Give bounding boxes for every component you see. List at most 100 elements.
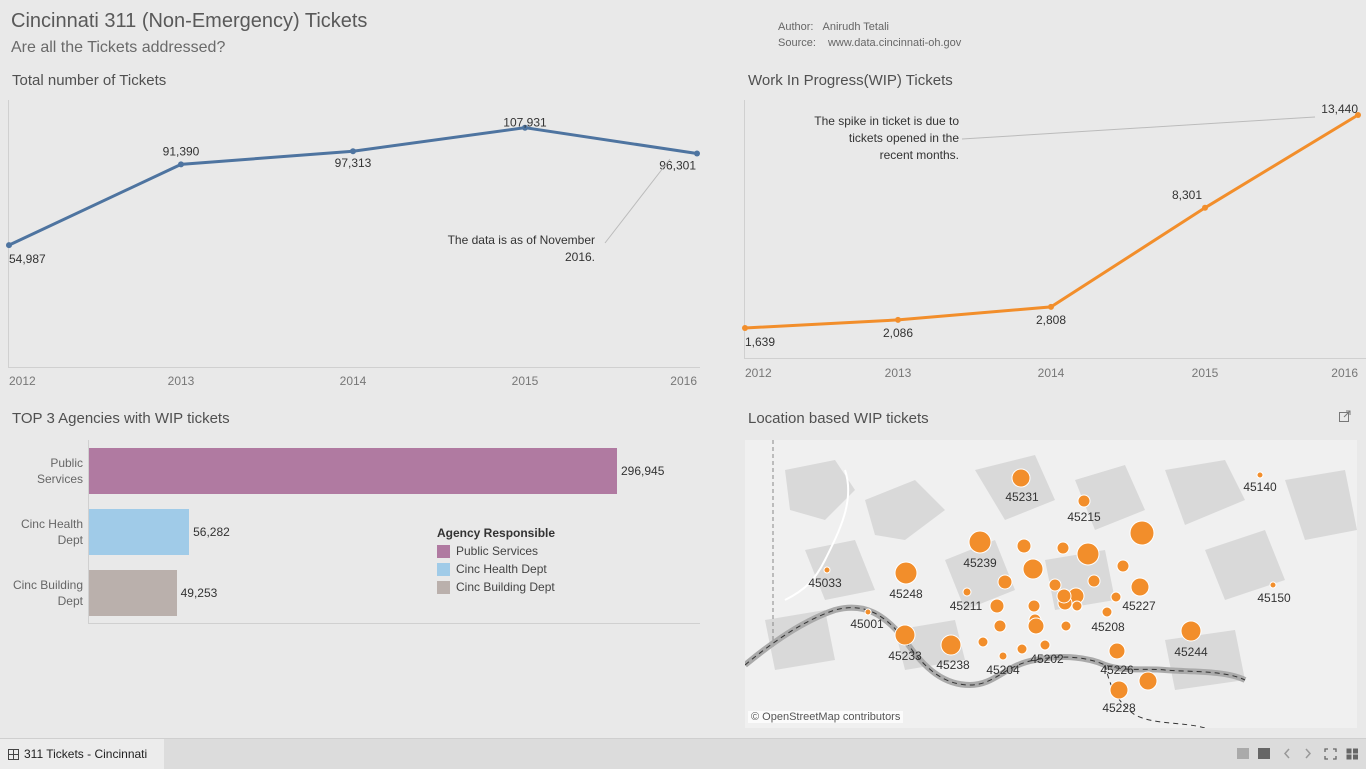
map-zip-label-45228: 45228 [1102,701,1136,715]
sheet-tab[interactable]: 311 Tickets - Cincinnati [0,739,164,769]
map-marker[interactable] [1087,574,1101,588]
map-zip-label-45033: 45033 [808,576,842,590]
bar-cinc-building-dept[interactable] [89,570,177,616]
wip-point-2013[interactable] [895,316,901,323]
map-marker[interactable] [1256,471,1264,479]
legend-swatch-cinc-building-dept [437,580,450,594]
map-marker[interactable] [1110,591,1122,603]
wip-x-tick-2016: 2016 [1331,366,1358,380]
map-marker[interactable] [1071,600,1083,612]
fullscreen-icon[interactable] [1324,748,1337,760]
total-point-2012[interactable] [6,242,12,249]
map-marker[interactable] [977,636,989,648]
source-label: Source: [778,37,816,49]
map-marker[interactable] [823,566,831,574]
map-marker[interactable] [1116,559,1130,573]
bar-category-label-cinc-health-dept: Cinc Health Dept [9,516,83,548]
map-marker[interactable] [1108,642,1126,660]
map-marker[interactable] [1077,494,1091,508]
wip-point-2016[interactable] [1355,112,1361,118]
legend-item-cinc-health-dept[interactable]: Cinc Health Dept [437,562,555,576]
wip-x-tick-2013: 2013 [885,366,912,380]
total-x-tick-2015: 2015 [512,374,539,388]
map-marker[interactable] [1056,541,1070,555]
wip-point-2015[interactable] [1202,204,1208,211]
wip-point-2014[interactable] [1048,303,1054,310]
map-marker[interactable] [1039,639,1051,651]
map-zip-label-45244: 45244 [1174,645,1208,659]
dashboard-title: Cincinnati 311 (Non-Emergency) Tickets [11,10,368,32]
wip-location-map[interactable]: 45231 45215 45140 45239 45033 45248 45211 45227… [745,440,1357,728]
map-marker[interactable] [968,530,992,554]
map-marker[interactable] [894,561,918,585]
sheet-icon[interactable] [1258,748,1270,759]
wip-x-tick-2014: 2014 [1038,366,1065,380]
map-marker[interactable] [998,651,1008,661]
map-marker[interactable] [1016,643,1028,655]
map-marker[interactable] [1076,542,1100,566]
legend-item-public-services[interactable]: Public Services [437,544,555,558]
map-marker[interactable] [1109,680,1129,700]
map-marker[interactable] [1027,599,1041,613]
map-marker[interactable] [993,619,1007,633]
wip-value-label-2013: 2,086 [883,326,913,340]
total-tickets-chart: 54,987 2012 91,390 2013 97,313 2014 107,931 201… [6,100,700,388]
total-value-label-2014: 97,313 [335,156,372,170]
wip-value-label-2016: 13,440 [1321,102,1358,116]
wip-x-tick-2015: 2015 [1192,366,1219,380]
map-marker[interactable] [1101,606,1113,618]
wip-tickets-series-line [744,113,1359,330]
map-marker[interactable] [940,634,962,656]
map-title: Location based WIP tickets [748,410,929,427]
external-link-icon[interactable] [1338,409,1352,423]
total-point-2015[interactable] [522,124,528,131]
grid-icon[interactable] [1346,748,1359,760]
map-marker[interactable] [864,608,872,616]
bar-category-label-line: Cinc Health [20,517,83,531]
total-annotation-line-0: The data is as of November [448,233,595,247]
map-zip-label-45239: 45239 [963,556,997,570]
total-x-tick-2014: 2014 [340,374,367,388]
legend-title: Agency Responsible [437,526,556,540]
map-marker[interactable] [1016,538,1032,554]
total-point-2016[interactable] [694,150,700,157]
map-marker[interactable] [1269,581,1277,589]
back-icon[interactable] [1283,748,1291,759]
map-marker[interactable] [1130,577,1150,597]
map-marker[interactable] [1022,558,1044,580]
bar-category-label-cinc-building-dept: Cinc Building Dept [9,577,83,609]
bar-cinc-health-dept[interactable] [89,509,190,555]
map-marker[interactable] [1060,620,1072,632]
map-marker[interactable] [1138,671,1158,691]
forward-icon[interactable] [1304,748,1312,759]
map-marker[interactable] [989,598,1005,614]
wip-annotation-line-1: tickets opened in the [849,131,959,145]
map-marker[interactable] [1048,578,1062,592]
bar-value-label-public-services: 296,945 [621,464,665,478]
map-attribution: © OpenStreetMap contributors [748,711,904,723]
bar-public-services[interactable] [89,448,617,494]
map-marker[interactable] [894,624,916,646]
map-marker[interactable] [1011,468,1031,488]
total-point-2013[interactable] [178,161,184,168]
total-tickets-title: Total number of Tickets [12,72,167,89]
layout-icon[interactable] [1237,748,1249,759]
top-agencies-title: TOP 3 Agencies with WIP tickets [12,410,230,427]
wip-point-2012[interactable] [742,325,748,331]
map-marker[interactable] [997,574,1013,590]
wip-tickets-chart: 1,639 2012 2,086 2013 2,808 2014 8,301 2015 13,4… [742,100,1366,380]
top-agencies-chart: 296,945 Public Services 56,282 Cinc Health De… [0,440,705,630]
total-value-label-2016: 96,301 [659,159,696,173]
legend-swatch-cinc-health-dept [437,562,450,576]
wip-value-label-2012: 1,639 [745,335,775,349]
map-marker[interactable] [1027,617,1045,635]
map-marker[interactable] [962,587,972,597]
map-marker[interactable] [1056,588,1072,604]
legend-item-cinc-building-dept[interactable]: Cinc Building Dept [437,580,555,594]
map-marker[interactable] [1129,520,1155,546]
map-zip-label-45140: 45140 [1243,480,1277,494]
bar-y-axis-line [88,440,89,624]
map-marker[interactable] [1180,620,1202,642]
map-zip-label-45215: 45215 [1067,510,1101,524]
total-point-2014[interactable] [350,148,356,155]
